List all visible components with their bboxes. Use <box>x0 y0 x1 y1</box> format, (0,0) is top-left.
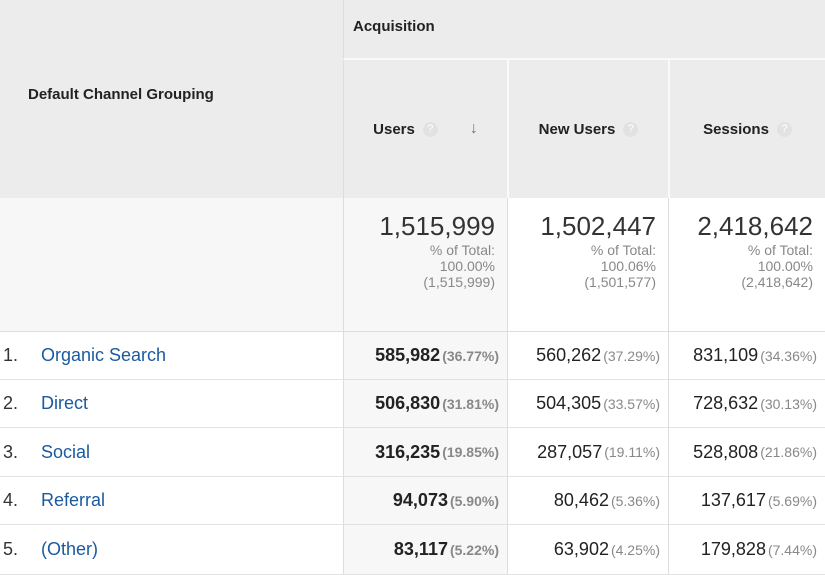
metric-cell: 63,902 (4.25%) <box>507 525 668 575</box>
metric-percent: (37.29%) <box>603 347 660 364</box>
metric-percent: (31.81%) <box>442 395 499 412</box>
total-percent: 100.00% <box>757 258 813 274</box>
channel-link[interactable]: Referral <box>41 490 106 510</box>
metric-percent: (5.22%) <box>449 541 499 558</box>
channel-link[interactable]: (Other) <box>41 539 99 559</box>
column-header[interactable]: Sessions? <box>668 60 825 198</box>
metric-value: 94,073 <box>392 490 448 510</box>
metric-cell: 94,073 (5.90%) <box>343 477 507 525</box>
totals-cell: 1,502,447% of Total: 100.06% (1,501,577) <box>507 198 668 332</box>
total-percent-label: % of Total: <box>429 242 495 258</box>
group-header-cell: Acquisition <box>343 0 825 60</box>
metric-value: 585,982 <box>375 345 441 365</box>
metric-percent: (5.69%) <box>767 492 817 509</box>
metric-value: 80,462 <box>553 490 609 510</box>
metric-value: 63,902 <box>553 539 609 559</box>
totals-label-cell <box>0 198 343 332</box>
metric-cell: 831,109 (34.36%) <box>668 332 825 380</box>
column-title: Users <box>373 120 415 138</box>
total-base: (2,418,642) <box>741 274 813 290</box>
metric-percent: (5.36%) <box>610 492 660 509</box>
total-value: 1,502,447 <box>540 211 656 241</box>
metric-value: 831,109 <box>693 345 759 365</box>
total-value: 1,515,999 <box>379 211 495 241</box>
totals-cell: 1,515,999% of Total: 100.00% (1,515,999) <box>343 198 507 332</box>
metric-value: 83,117 <box>393 539 448 559</box>
metric-value: 506,830 <box>375 393 441 413</box>
dimension-header-cell: Default Channel Grouping <box>0 0 343 198</box>
metric-percent: (7.44%) <box>767 541 817 558</box>
metric-cell: 287,057 (19.11%) <box>507 428 668 477</box>
total-percent: 100.00% <box>439 258 495 274</box>
metric-value: 316,235 <box>375 441 441 462</box>
metric-value: 504,305 <box>536 393 602 413</box>
metric-cell: 504,305 (33.57%) <box>507 380 668 428</box>
channel-link[interactable]: Direct <box>41 393 89 413</box>
totals-cell: 2,418,642% of Total: 100.00% (2,418,642) <box>668 198 825 332</box>
help-icon[interactable]: ? <box>776 121 792 137</box>
column-title: New Users <box>538 120 616 138</box>
total-percent: 100.06% <box>600 258 656 274</box>
metric-cell: 83,117 (5.22%) <box>343 525 507 575</box>
metric-percent: (21.86%) <box>760 444 817 460</box>
row-label-cell: 2. Direct <box>0 380 343 428</box>
row-index: 2. <box>3 393 19 413</box>
row-label-cell: 3. Social <box>0 428 343 477</box>
column-header[interactable]: Users? ↓ <box>343 60 507 198</box>
sort-arrow: ↓ <box>469 120 478 137</box>
row-label-cell: 5. (Other) <box>0 525 343 575</box>
metric-cell: 528,808 (21.86%) <box>668 428 825 477</box>
metric-cell: 560,262 (37.29%) <box>507 332 668 380</box>
help-icon[interactable]: ? <box>422 121 438 137</box>
group-header: Acquisition <box>353 18 435 35</box>
column-header[interactable]: New Users? <box>507 60 668 198</box>
dimension-header: Default Channel Grouping <box>28 86 214 103</box>
row-label-cell: 4. Referral <box>0 477 343 525</box>
metric-percent: (34.36%) <box>760 347 817 364</box>
row-index: 5. <box>3 539 19 559</box>
total-percent-label: % of Total: <box>590 242 656 258</box>
metric-cell: 585,982 (36.77%) <box>343 332 507 380</box>
row-index: 4. <box>3 490 19 510</box>
metric-cell: 316,235 (19.85%) <box>343 428 507 477</box>
channel-link[interactable]: Organic Search <box>41 345 167 365</box>
row-index: 1. <box>3 345 19 365</box>
metric-value: 528,808 <box>693 441 759 462</box>
column-title: Sessions <box>703 120 769 138</box>
metric-percent: (36.77%) <box>442 347 499 364</box>
metric-percent: (33.57%) <box>603 395 660 412</box>
channel-link[interactable]: Social <box>41 441 91 462</box>
metric-percent: (19.11%) <box>604 444 660 460</box>
total-base: (1,515,999) <box>423 274 495 290</box>
metric-percent: (5.90%) <box>449 492 499 509</box>
total-percent-label: % of Total: <box>747 242 813 258</box>
metric-value: 137,617 <box>700 490 766 510</box>
metric-cell: 137,617 (5.69%) <box>668 477 825 525</box>
metric-value: 560,262 <box>536 345 602 365</box>
metric-value: 728,632 <box>693 393 759 413</box>
metric-cell: 179,828 (7.44%) <box>668 525 825 575</box>
metric-value: 179,828 <box>700 539 766 559</box>
metric-cell: 728,632 (30.13%) <box>668 380 825 428</box>
total-value: 2,418,642 <box>697 211 813 241</box>
help-icon[interactable]: ? <box>623 121 639 137</box>
metric-percent: (30.13%) <box>760 395 817 412</box>
metric-cell: 80,462 (5.36%) <box>507 477 668 525</box>
row-index: 3. <box>3 441 19 462</box>
metric-percent: (4.25%) <box>610 541 660 558</box>
metric-cell: 506,830 (31.81%) <box>343 380 507 428</box>
metric-percent: (19.85%) <box>442 444 499 460</box>
row-label-cell: 1. Organic Search <box>0 332 343 380</box>
total-base: (1,501,577) <box>584 274 656 290</box>
metric-value: 287,057 <box>537 441 603 462</box>
